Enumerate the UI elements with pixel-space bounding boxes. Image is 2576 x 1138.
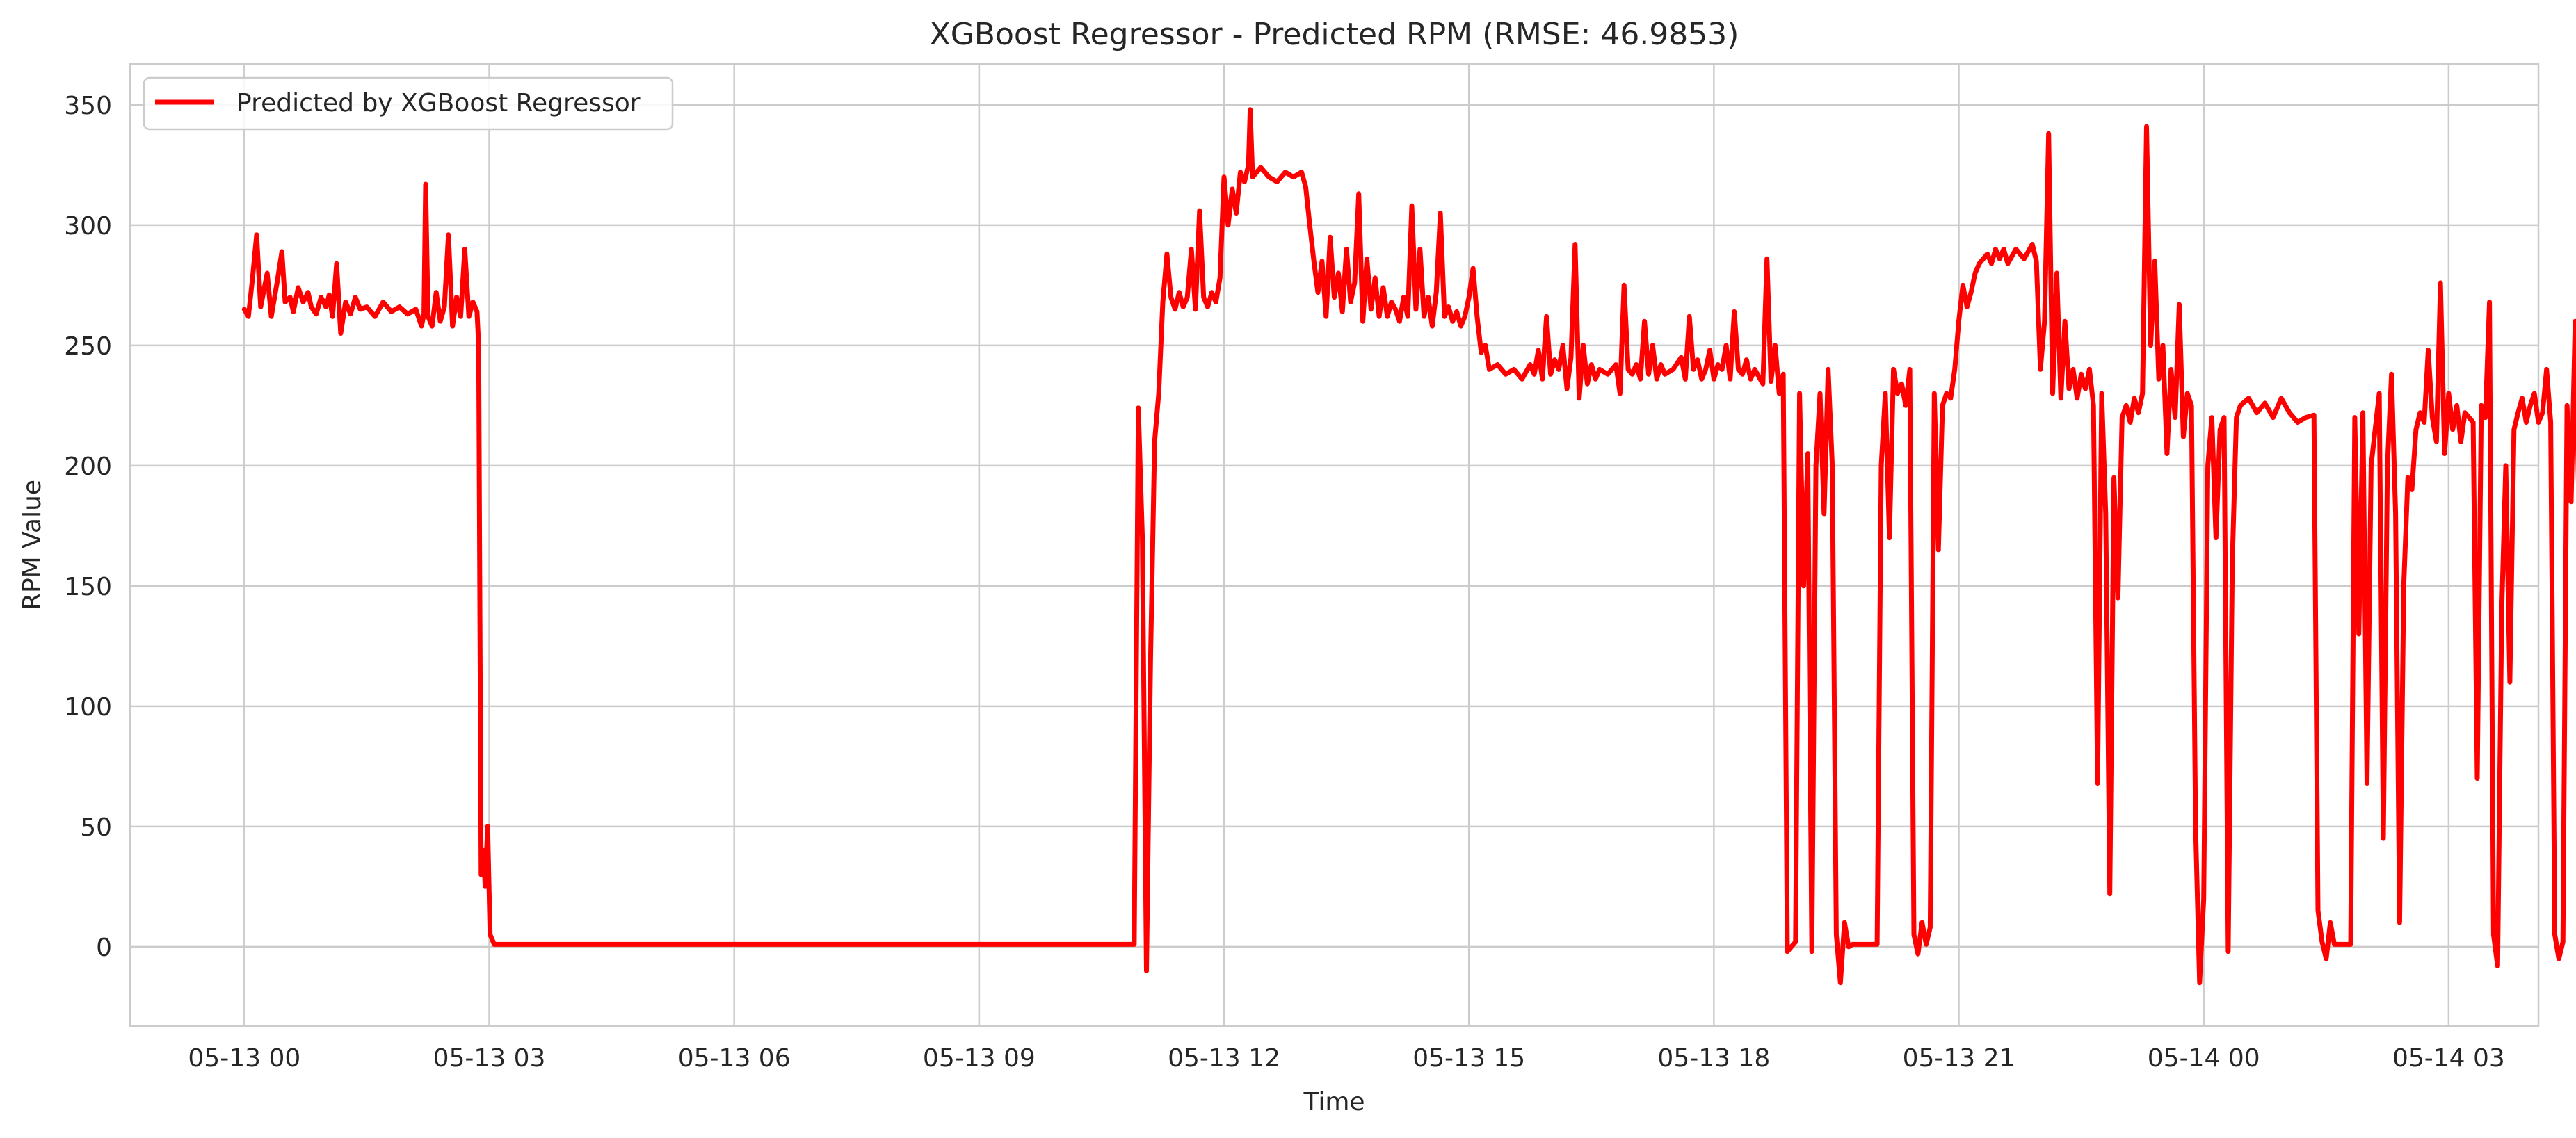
legend-box	[143, 76, 674, 131]
series-line	[241, 107, 2576, 986]
y-tick-label: 250	[64, 332, 112, 361]
legend-entry: Predicted by XGBoost Regressor	[236, 89, 641, 117]
plot-frame	[129, 63, 2540, 1027]
y-tick-label: 150	[64, 573, 112, 601]
chart-title: XGBoost Regressor - Predicted RPM (RMSE:…	[930, 17, 1739, 52]
x-tick-label: 05-13 21	[1903, 1044, 2015, 1073]
x-tick-label: 05-13 00	[188, 1044, 300, 1073]
y-tick-label: 350	[64, 92, 112, 120]
y-tick-label: 0	[96, 934, 112, 962]
x-ticks: 05-13 00 05-13 03 05-13 06 05-13 09 05-13 12…	[188, 1044, 2504, 1073]
x-tick-label: 05-13 03	[433, 1044, 546, 1073]
x-tick-label: 05-13 06	[678, 1044, 791, 1073]
y-axis-label: RPM Value	[18, 480, 47, 610]
x-tick-label: 05-14 00	[2148, 1044, 2260, 1073]
series-layer	[241, 107, 2576, 986]
x-tick-label: 05-13 15	[1412, 1044, 1525, 1073]
x-tick-label: 05-13 09	[923, 1044, 1036, 1073]
y-tick-label: 200	[64, 453, 112, 481]
x-tick-label: 05-13 18	[1657, 1044, 1770, 1073]
y-tick-label: 300	[64, 212, 112, 241]
y-tick-label: 100	[64, 693, 112, 722]
x-tick-label: 05-14 03	[2392, 1044, 2505, 1073]
x-tick-label: 05-13 12	[1168, 1044, 1280, 1073]
legend: Predicted by XGBoost Regressor	[143, 76, 674, 131]
x-axis-label: Time	[1303, 1088, 1365, 1116]
y-ticks: 0 50 100 150 200 250 300 350	[64, 92, 112, 962]
grid	[130, 64, 2538, 1026]
y-tick-label: 50	[80, 813, 112, 842]
